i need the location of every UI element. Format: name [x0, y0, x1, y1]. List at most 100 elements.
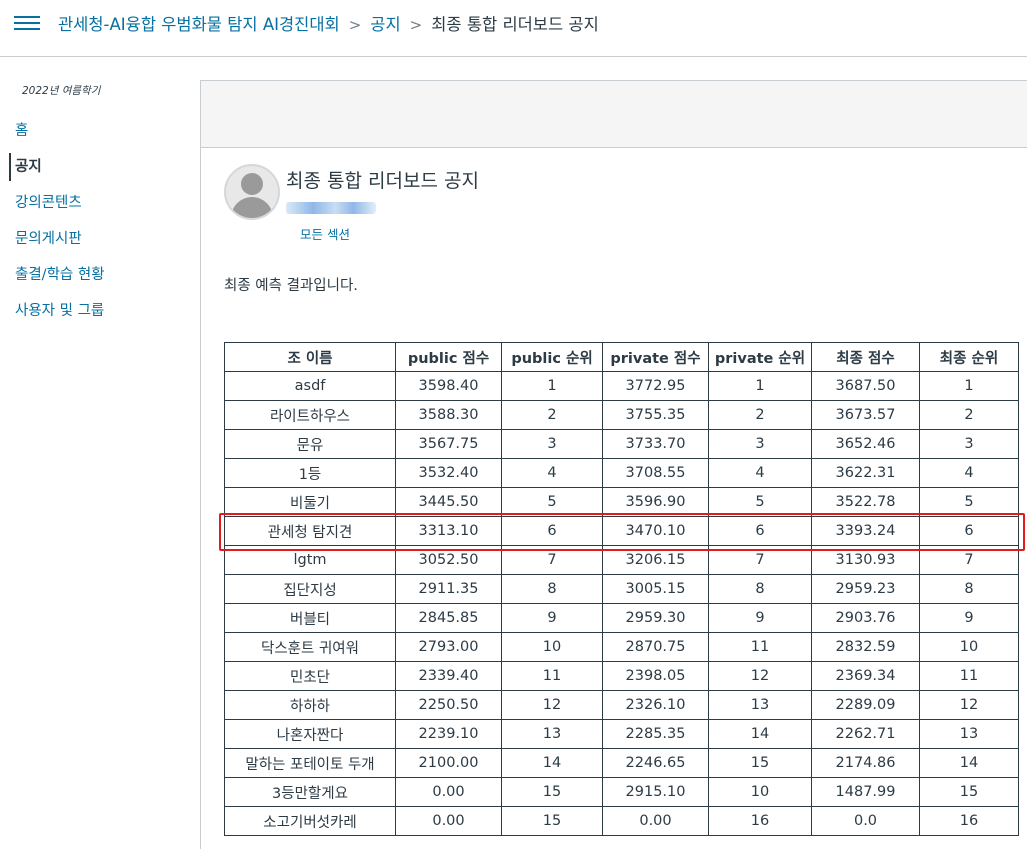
score-cell: 3733.70	[602, 429, 709, 459]
score-cell: 2832.59	[811, 632, 920, 662]
sidebar-item-qna-board[interactable]: 문의게시판	[15, 231, 82, 247]
score-cell: 3755.35	[602, 400, 709, 430]
score-cell: 0.00	[602, 806, 709, 836]
score-cell: 3673.57	[811, 400, 920, 430]
score-cell: 2959.23	[811, 574, 920, 604]
score-cell: 7	[919, 545, 1019, 575]
table-row: 1등 3532.40 4 3708.55 4 3622.31 4	[224, 458, 1019, 488]
table-row: 민초단 2339.40 11 2398.05 12 2369.34 11	[224, 661, 1019, 691]
team-name-cell: 라이트하우스	[224, 400, 396, 430]
score-cell: 16	[919, 806, 1019, 836]
score-cell: 13	[708, 690, 812, 720]
top-bar: 관세청-AI융합 우범화물 탐지 AI경진대회 > 공지 > 최종 통합 리더보드 공지	[0, 0, 1027, 57]
score-cell: 15	[919, 777, 1019, 807]
score-cell: 12	[919, 690, 1019, 720]
score-cell: 11	[501, 661, 603, 691]
menu-icon[interactable]	[14, 12, 40, 32]
all-sections-link[interactable]: 모든 섹션	[300, 227, 350, 242]
author-avatar[interactable]	[224, 164, 280, 220]
score-cell: 5	[708, 487, 812, 517]
table-body: asdf 3598.40 1 3772.95 1 3687.50 1 라이트하우스 3588.3…	[224, 371, 1019, 836]
score-cell: 0.00	[395, 777, 502, 807]
column-header: 조 이름	[224, 342, 396, 372]
table-row: 하하하 2250.50 12 2326.10 13 2289.09 12	[224, 690, 1019, 720]
table-row: 나혼자짠다 2239.10 13 2285.35 14 2262.71 13	[224, 719, 1019, 749]
score-cell: 15	[501, 777, 603, 807]
score-cell: 16	[708, 806, 812, 836]
score-cell: 3598.40	[395, 371, 502, 401]
score-cell: 5	[919, 487, 1019, 517]
score-cell: 12	[708, 661, 812, 691]
column-header: private 순위	[708, 342, 812, 372]
score-cell: 3708.55	[602, 458, 709, 488]
score-cell: 2262.71	[811, 719, 920, 749]
score-cell: 15	[501, 806, 603, 836]
breadcrumb-separator: >	[348, 16, 362, 34]
breadcrumb-course-link[interactable]: 관세청-AI융합 우범화물 탐지 AI경진대회	[58, 15, 340, 34]
score-cell: 7	[501, 545, 603, 575]
column-header: public 순위	[501, 342, 603, 372]
score-cell: 3	[919, 429, 1019, 459]
score-cell: 13	[919, 719, 1019, 749]
avatar-head	[241, 173, 263, 195]
sidebar-item-people[interactable]: 사용자 및 그룹	[15, 303, 105, 319]
score-cell: 11	[919, 661, 1019, 691]
team-name-cell: 하하하	[224, 690, 396, 720]
score-cell: 2285.35	[602, 719, 709, 749]
team-name-cell: asdf	[224, 371, 396, 401]
score-cell: 2174.86	[811, 748, 920, 778]
table-row: lgtm 3052.50 7 3206.15 7 3130.93 7	[224, 545, 1019, 575]
table-row: 비둘기 3445.50 5 3596.90 5 3522.78 5	[224, 487, 1019, 517]
leaderboard-table: 조 이름 public 점수 public 순위 private 점수 private …	[224, 342, 1019, 836]
breadcrumb-separator: >	[409, 16, 423, 34]
score-cell: 14	[708, 719, 812, 749]
author-name-blurred	[286, 202, 376, 214]
score-cell: 4	[919, 458, 1019, 488]
score-cell: 10	[708, 777, 812, 807]
score-cell: 11	[708, 632, 812, 662]
score-cell: 2369.34	[811, 661, 920, 691]
score-cell: 3588.30	[395, 400, 502, 430]
score-cell: 3652.46	[811, 429, 920, 459]
score-cell: 2845.85	[395, 603, 502, 633]
score-cell: 13	[501, 719, 603, 749]
score-cell: 3470.10	[602, 516, 709, 546]
score-cell: 9	[501, 603, 603, 633]
score-cell: 2959.30	[602, 603, 709, 633]
team-name-cell: 나혼자짠다	[224, 719, 396, 749]
score-cell: 6	[708, 516, 812, 546]
team-name-cell: 비둘기	[224, 487, 396, 517]
team-name-cell: 문유	[224, 429, 396, 459]
sidebar-item-notices[interactable]: 공지	[9, 153, 199, 181]
score-cell: 10	[501, 632, 603, 662]
score-cell: 15	[708, 748, 812, 778]
score-cell: 0.0	[811, 806, 920, 836]
score-cell: 3567.75	[395, 429, 502, 459]
score-cell: 10	[919, 632, 1019, 662]
discussion-toolbar	[201, 80, 1027, 148]
score-cell: 8	[708, 574, 812, 604]
score-cell: 2911.35	[395, 574, 502, 604]
score-cell: 3313.10	[395, 516, 502, 546]
score-cell: 3596.90	[602, 487, 709, 517]
sidebar-item-attendance[interactable]: 출결/학습 현황	[15, 267, 105, 283]
score-cell: 3	[501, 429, 603, 459]
sidebar-item-course-content[interactable]: 강의콘텐츠	[15, 195, 82, 211]
score-cell: 3772.95	[602, 371, 709, 401]
score-cell: 14	[919, 748, 1019, 778]
score-cell: 7	[708, 545, 812, 575]
sidebar-item-home[interactable]: 홈	[15, 123, 29, 139]
score-cell: 3052.50	[395, 545, 502, 575]
breadcrumb-section-link[interactable]: 공지	[370, 15, 401, 34]
term-label: 2022년 여름학기	[22, 85, 101, 97]
score-cell: 0.00	[395, 806, 502, 836]
score-cell: 2915.10	[602, 777, 709, 807]
score-cell: 3532.40	[395, 458, 502, 488]
score-cell: 2339.40	[395, 661, 502, 691]
score-cell: 12	[501, 690, 603, 720]
score-cell: 1487.99	[811, 777, 920, 807]
team-name-cell: 민초단	[224, 661, 396, 691]
score-cell: 2246.65	[602, 748, 709, 778]
score-cell: 3687.50	[811, 371, 920, 401]
score-cell: 2793.00	[395, 632, 502, 662]
